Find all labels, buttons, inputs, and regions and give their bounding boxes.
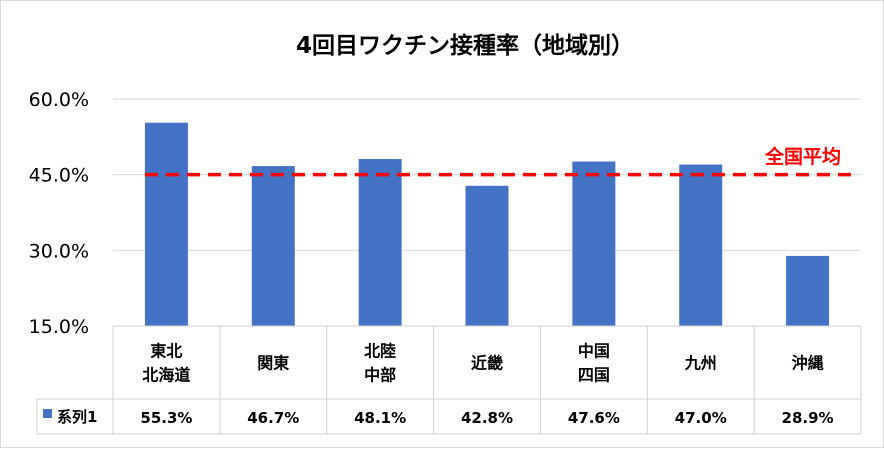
data-value: 47.0% bbox=[675, 409, 727, 427]
bar bbox=[144, 122, 188, 326]
y-tick-label: 30.0% bbox=[29, 240, 89, 262]
category-label: 近畿 bbox=[471, 354, 503, 373]
bar bbox=[572, 161, 616, 326]
y-axis-tick-labels: 15.0% 30.0% 45.0% 60.0% bbox=[29, 89, 89, 338]
data-value: 42.8% bbox=[461, 409, 513, 427]
category-label: 九州 bbox=[684, 354, 717, 373]
data-value: 28.9% bbox=[782, 409, 834, 427]
category-label: 中部 bbox=[364, 366, 396, 385]
y-tick-label: 60.0% bbox=[29, 89, 89, 111]
category-label: 四国 bbox=[578, 366, 610, 385]
data-value: 46.7% bbox=[247, 409, 299, 427]
data-value: 48.1% bbox=[354, 409, 406, 427]
bars bbox=[144, 122, 830, 326]
bar bbox=[358, 159, 402, 326]
y-tick-label: 15.0% bbox=[29, 316, 89, 338]
reference-line-label: 全国平均 bbox=[764, 145, 841, 168]
bar bbox=[786, 255, 830, 326]
data-value: 55.3% bbox=[140, 409, 192, 427]
bar bbox=[251, 166, 295, 326]
bar bbox=[679, 164, 723, 326]
category-label: 沖縄 bbox=[792, 354, 824, 373]
category-label: 関東 bbox=[257, 354, 289, 373]
legend-label: 系列1 bbox=[57, 408, 97, 426]
category-label: 北海道 bbox=[142, 366, 190, 385]
data-value: 47.6% bbox=[568, 409, 620, 427]
legend-key bbox=[43, 409, 52, 418]
category-label: 北陸 bbox=[364, 342, 396, 361]
chart-title: 4回目ワクチン接種率（地域別） bbox=[296, 32, 634, 59]
y-tick-label: 45.0% bbox=[29, 165, 89, 187]
bar bbox=[465, 185, 509, 326]
reference-line-group: 全国平均 bbox=[144, 145, 853, 177]
category-label: 中国 bbox=[578, 342, 610, 361]
category-label: 東北 bbox=[150, 342, 182, 361]
